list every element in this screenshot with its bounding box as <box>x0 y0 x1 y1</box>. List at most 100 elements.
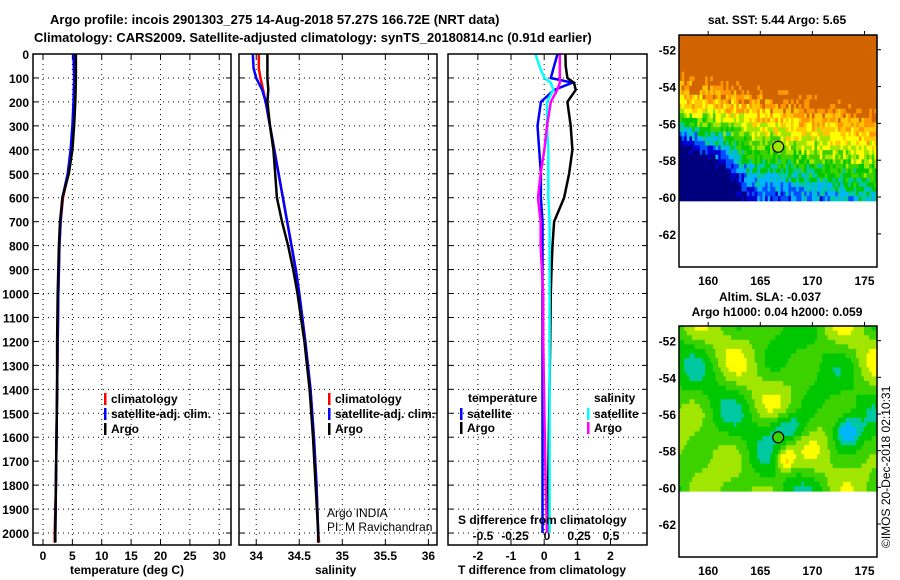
annotation-line2: PI: M Ravichandran <box>327 520 432 534</box>
sla-map-subtitle: Argo h1000: 0.04 h2000: 0.059 <box>692 305 863 319</box>
s-tick-label: 0.5 <box>603 529 620 543</box>
plot-frame <box>238 53 438 546</box>
y-tick-label: 100 <box>9 72 29 86</box>
lat-tick-label: -52 <box>659 335 677 349</box>
s-tick-label: 0 <box>544 529 551 543</box>
series-line-satellite-adj-clim- <box>251 53 320 543</box>
lon-tick-label: 175 <box>854 564 874 578</box>
y-tick-label: 600 <box>9 192 29 206</box>
lat-tick-label: -58 <box>659 445 677 459</box>
sst-heatmap-image <box>679 35 878 202</box>
lat-tick-label: -62 <box>659 518 677 532</box>
argo-position-marker <box>772 431 785 444</box>
legend-label: satellite <box>467 407 512 421</box>
x-tick-label: 34 <box>250 549 264 563</box>
lat-tick-label: -54 <box>659 81 677 95</box>
sst-map-title: sat. SST: 5.44 Argo: 5.65 <box>708 13 847 27</box>
sla-heatmap-image <box>679 326 878 492</box>
annotation-line1: Argo INDIA <box>327 506 388 520</box>
temperature-panel: 0100200300400500600700800900100011001200… <box>2 48 232 563</box>
y-tick-label: 700 <box>9 216 29 230</box>
plot-frame <box>32 53 232 546</box>
series-line-t-argo <box>546 53 578 534</box>
lon-tick-label: 175 <box>854 274 874 288</box>
y-tick-label: 1200 <box>2 335 29 349</box>
lat-tick-label: -56 <box>659 117 677 131</box>
temperature-xlabel: temperature (deg C) <box>70 563 184 577</box>
legend-label: Argo <box>335 422 363 436</box>
series-line-climatology <box>257 54 321 543</box>
argo-position-marker <box>772 140 785 153</box>
lon-tick-label: 160 <box>698 564 718 578</box>
y-tick-label: 1300 <box>2 359 29 373</box>
difference-panel: -2 -1 0 1 2 -0.5 -0.25 0 0.25 0.5 temperature salin… <box>447 53 648 563</box>
x-tick-label: 0 <box>40 549 47 563</box>
lat-tick-label: -56 <box>659 408 677 422</box>
plot-frame <box>447 53 648 546</box>
legend-swatch <box>587 422 590 434</box>
legend-swatch <box>460 408 463 420</box>
lat-tick-label: -58 <box>659 154 677 168</box>
lon-tick-label: 170 <box>802 274 822 288</box>
y-tick-label: 1600 <box>2 431 29 445</box>
legend-swatch <box>328 423 331 435</box>
y-tick-label: 1700 <box>2 455 29 469</box>
legend-label: Argo <box>467 421 495 435</box>
x-tick-label: 2 <box>607 549 614 563</box>
x-tick-label: -2 <box>473 549 484 563</box>
legend-swatch <box>460 422 463 434</box>
x-tick-label: 35 <box>336 549 350 563</box>
sla-map-panel: 160 165 170 175 -52 -54 -56 -58 -60 -62 <box>659 322 881 578</box>
lon-tick-label: 165 <box>750 274 770 288</box>
y-tick-label: 1400 <box>2 383 29 397</box>
lon-tick-label: 160 <box>698 274 718 288</box>
legend-label: Argo <box>111 422 139 436</box>
lat-tick-label: -54 <box>659 371 677 385</box>
y-tick-label: 1100 <box>3 311 29 325</box>
x-tick-label: 5 <box>69 549 76 563</box>
x-tick-label: 25 <box>183 549 197 563</box>
y-tick-label: 500 <box>9 168 29 182</box>
y-tick-label: 1800 <box>2 479 29 493</box>
t-difference-xlabel: T difference from climatology <box>458 563 626 577</box>
y-tick-label: 1500 <box>2 407 29 421</box>
y-tick-label: 1000 <box>2 288 29 302</box>
legend-swatch <box>104 408 107 420</box>
sla-map-title: Altim. SLA: -0.037 <box>719 290 821 304</box>
legend-title-salinity: salinity <box>594 391 636 405</box>
map-frame <box>678 34 878 268</box>
s-difference-xlabel: S difference from climatology <box>458 513 627 527</box>
legend-title-temperature: temperature <box>468 391 538 405</box>
lat-tick-label: -60 <box>659 481 677 495</box>
legend-swatch <box>104 423 107 435</box>
y-tick-label: 800 <box>9 240 29 254</box>
y-tick-label: 2000 <box>2 527 29 541</box>
lat-tick-label: -62 <box>659 228 677 242</box>
s-tick-label: -0.5 <box>473 529 494 543</box>
salinity-xlabel: salinity <box>315 563 357 577</box>
y-tick-label: 1900 <box>2 503 29 517</box>
legend-label: Argo <box>594 421 622 435</box>
legend-label: satellite <box>594 407 639 421</box>
y-tick-label: 0 <box>22 48 29 62</box>
series-line-s-argo <box>536 54 562 534</box>
title-line2: Climatology: CARS2009. Satellite-adjuste… <box>34 30 592 45</box>
legend-label: climatology <box>335 392 402 406</box>
legend-swatch <box>587 408 590 420</box>
x-tick-label: 0 <box>541 549 548 563</box>
series-line-argo <box>54 54 78 543</box>
sst-map-panel: 160 165 170 175 -52 -54 -56 -58 -60 -62 <box>659 31 881 288</box>
legend-swatch <box>104 393 107 405</box>
y-tick-label: 900 <box>9 264 29 278</box>
x-tick-label: -1 <box>506 549 517 563</box>
series-line-s-satellite <box>534 53 555 533</box>
lat-tick-label: -60 <box>659 191 677 205</box>
x-tick-label: 34.5 <box>288 549 312 563</box>
s-tick-label: -0.25 <box>501 529 529 543</box>
y-tick-label: 200 <box>9 96 29 110</box>
legend-label: climatology <box>111 392 178 406</box>
lon-tick-label: 170 <box>802 564 822 578</box>
legend-swatch <box>328 408 331 420</box>
copyright-text: ©IMOS 20-Dec-2018 02:10:31 <box>879 385 893 548</box>
